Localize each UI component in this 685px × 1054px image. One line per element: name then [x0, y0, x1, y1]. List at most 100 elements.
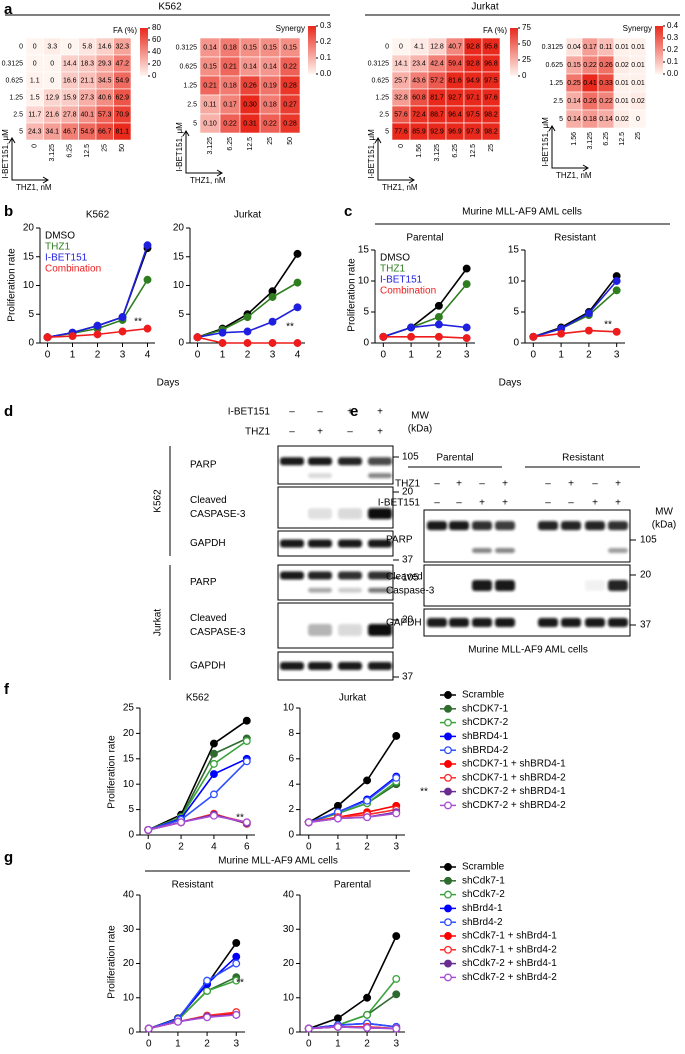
legend-marker: [444, 932, 452, 940]
data-point: [392, 974, 401, 983]
y-axis-label: Proliferation rate: [107, 735, 118, 809]
series-line: [148, 962, 237, 1030]
blot-box: [423, 509, 631, 563]
data-point: [392, 773, 401, 782]
data-point: [304, 1024, 313, 1033]
cell-label: 0.26: [599, 62, 613, 69]
cell-label: 0.26: [243, 82, 257, 89]
row-label: Cleaved: [386, 572, 423, 583]
y-tick-label: 5: [513, 307, 519, 318]
series-line: [533, 329, 617, 338]
mw-value: 37: [640, 620, 652, 631]
cell-label: 0.15: [283, 44, 297, 51]
data-point: [209, 739, 218, 748]
treatment-sign: –: [434, 479, 440, 490]
row-label: Cleaved: [190, 613, 227, 624]
treatment-sign: –: [568, 498, 574, 509]
group-label: Jurkat: [153, 609, 164, 636]
x-tick-label: 0: [195, 350, 201, 361]
blot-band: [495, 521, 515, 531]
panel-letter: f: [4, 681, 10, 698]
treatment-sign: +: [615, 479, 621, 490]
col-label: 1.56: [571, 132, 578, 146]
row-label: 0.3125: [368, 60, 390, 67]
cell-label: 0.22: [263, 120, 277, 127]
x-tick-label: 0: [145, 842, 151, 853]
col-label: 12.5: [619, 132, 626, 146]
legend-entry: shCDK7-1 + shBRD4-1: [462, 759, 566, 770]
legend-marker: [444, 904, 452, 913]
col-label: 3.125: [49, 144, 56, 162]
cell-label: 12.9: [45, 94, 59, 101]
colorbar-tick-label: 80: [152, 23, 161, 32]
cell-label: 0.14: [243, 63, 257, 70]
legend-marker: [444, 959, 452, 968]
cell-label: 0.17: [583, 44, 597, 51]
col-label: 50: [119, 144, 126, 152]
cell-label: 0: [50, 60, 54, 67]
blot-band: [338, 539, 362, 548]
treatment-sign: +: [377, 427, 383, 438]
chart-title: Jurkat: [234, 210, 261, 221]
series-line: [308, 1026, 397, 1030]
blot-band: [561, 521, 581, 531]
col-label: 3.125: [434, 144, 441, 162]
data-point: [242, 716, 251, 725]
row-label: 2.5: [187, 101, 197, 108]
cell-label: 4.1: [414, 43, 424, 50]
annotation: **: [236, 978, 244, 989]
cell-label: 96.9: [448, 128, 462, 135]
data-point: [232, 959, 241, 968]
data-point: [173, 1017, 182, 1026]
data-point: [392, 1024, 401, 1033]
cell-label: 11.7: [28, 111, 41, 118]
blot-band: [368, 539, 392, 548]
panel-letter: g: [4, 849, 13, 866]
heatmap-cell: [113, 122, 132, 141]
mw-value: 105: [402, 573, 419, 584]
y-tick-label: 5: [128, 804, 134, 815]
colorbar: [655, 26, 663, 74]
cell-label: 92.8: [466, 60, 480, 67]
x-tick-label: 2: [245, 350, 251, 361]
cell-label: 0.18: [263, 101, 277, 108]
cell-label: 21.1: [80, 77, 94, 84]
col-label: 50: [287, 137, 294, 145]
y-tick-label: 40: [283, 890, 295, 901]
x-axis-label: THZ1, nM: [190, 176, 226, 185]
colorbar-tick-label: 60: [152, 35, 161, 44]
data-point: [144, 825, 153, 834]
y-axis-label: Proliferation rate: [7, 248, 18, 322]
row-label: 5: [193, 120, 197, 127]
blot-band: [368, 571, 392, 580]
row-label: 1.25: [9, 94, 23, 101]
chart-title: Parental: [406, 233, 443, 244]
legend-entry: shCDK7-2 + shBRD4-1: [462, 786, 566, 797]
cell-label: 0: [50, 77, 54, 84]
x-tick-label: 1: [408, 350, 414, 361]
cell-label: 0: [33, 43, 37, 50]
legend-entry: shBrd4-1: [462, 903, 503, 914]
x-tick-label: 4: [295, 350, 301, 361]
legend-entry: shBRD4-1: [462, 731, 509, 742]
x-tick-label: 4: [145, 350, 151, 361]
chart-title: K562: [186, 693, 210, 704]
cell-label: 0.02: [631, 98, 645, 105]
cell-label: 14.6: [98, 43, 112, 50]
blot-band: [561, 618, 581, 627]
y-tick-label: 40: [123, 890, 135, 901]
data-point: [93, 321, 102, 330]
x-tick-label: 1: [220, 350, 226, 361]
data-point: [333, 1022, 342, 1031]
col-label: 0: [398, 144, 405, 148]
blot-band: [308, 473, 332, 479]
y-tick-label: 2: [288, 804, 294, 815]
legend-entry: I-BET151: [380, 275, 423, 286]
data-point: [43, 333, 52, 342]
treatment-sign: –: [434, 498, 440, 509]
data-point: [144, 1024, 153, 1033]
legend-marker: [444, 876, 452, 885]
cell-label: 97.1: [466, 94, 480, 101]
legend-marker: [444, 863, 452, 871]
y-tick-label: 0: [288, 1027, 294, 1038]
